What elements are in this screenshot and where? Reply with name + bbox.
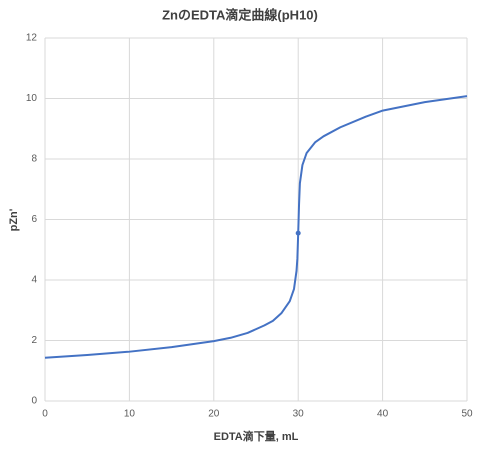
y-tick-label: 4 — [31, 275, 37, 286]
y-tick-label: 6 — [31, 214, 37, 225]
x-tick-label: 40 — [377, 409, 389, 420]
x-tick-label: 50 — [461, 409, 473, 420]
y-tick-label: 2 — [31, 335, 37, 346]
y-tick-label: 8 — [31, 154, 37, 165]
x-tick-label: 0 — [42, 409, 48, 420]
x-axis-title: EDTA滴下量, mL — [214, 429, 299, 443]
x-tick-label: 20 — [208, 409, 220, 420]
x-tick-label: 10 — [124, 409, 136, 420]
y-tick-label: 10 — [26, 93, 38, 104]
chart-title: ZnのEDTA滴定曲線(pH10) — [162, 7, 318, 22]
x-tick-label: 30 — [293, 409, 305, 420]
y-axis-title: pZn' — [8, 208, 20, 231]
y-tick-label: 0 — [31, 396, 37, 407]
y-tick-label: 12 — [26, 33, 38, 44]
data-point — [295, 230, 301, 236]
data-line — [44, 95, 468, 359]
